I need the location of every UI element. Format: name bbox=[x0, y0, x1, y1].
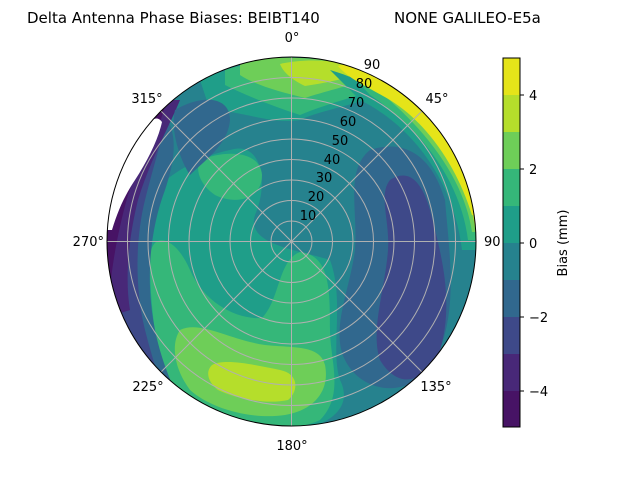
angle-label-0: 0° bbox=[285, 31, 300, 46]
radial-labels: 10 20 30 40 50 60 70 80 90 bbox=[300, 58, 381, 224]
svg-text:40: 40 bbox=[324, 153, 341, 168]
svg-text:90: 90 bbox=[364, 58, 381, 73]
angle-label-270: 270° bbox=[73, 235, 104, 250]
svg-text:60: 60 bbox=[340, 115, 357, 130]
svg-text:70: 70 bbox=[348, 96, 365, 111]
colorbar-label: Bias (mm) bbox=[556, 210, 571, 277]
colorbar-tick-neg2: −2 bbox=[529, 311, 548, 326]
polar-grid bbox=[107, 57, 476, 426]
colorbar-tick-neg4: −4 bbox=[529, 385, 548, 400]
svg-text:20: 20 bbox=[308, 190, 325, 205]
colorbar-tick-4: 4 bbox=[529, 89, 537, 104]
svg-text:80: 80 bbox=[356, 77, 373, 92]
angle-labels: 0° 45° 90 135° 180° 225° 270° 315° bbox=[73, 31, 501, 454]
angle-label-225: 225° bbox=[132, 380, 163, 395]
polar-frame bbox=[106, 56, 477, 427]
svg-text:30: 30 bbox=[316, 171, 333, 186]
angle-label-315: 315° bbox=[131, 92, 162, 107]
colorbar-tick-2: 2 bbox=[529, 163, 537, 178]
chart-title-left: Delta Antenna Phase Biases: BEIBT140 bbox=[27, 9, 320, 27]
angle-label-90: 90 bbox=[484, 235, 501, 250]
angle-label-135: 135° bbox=[420, 380, 451, 395]
chart-title-right: NONE GALILEO-E5a bbox=[394, 9, 541, 27]
svg-text:10: 10 bbox=[300, 209, 317, 224]
angle-label-180: 180° bbox=[276, 439, 307, 454]
svg-text:50: 50 bbox=[332, 134, 349, 149]
colorbar-tick-0: 0 bbox=[529, 237, 537, 252]
angle-label-45: 45° bbox=[425, 92, 448, 107]
colorbar: 4 2 0 −2 −4 Bias (mm) bbox=[502, 57, 571, 428]
